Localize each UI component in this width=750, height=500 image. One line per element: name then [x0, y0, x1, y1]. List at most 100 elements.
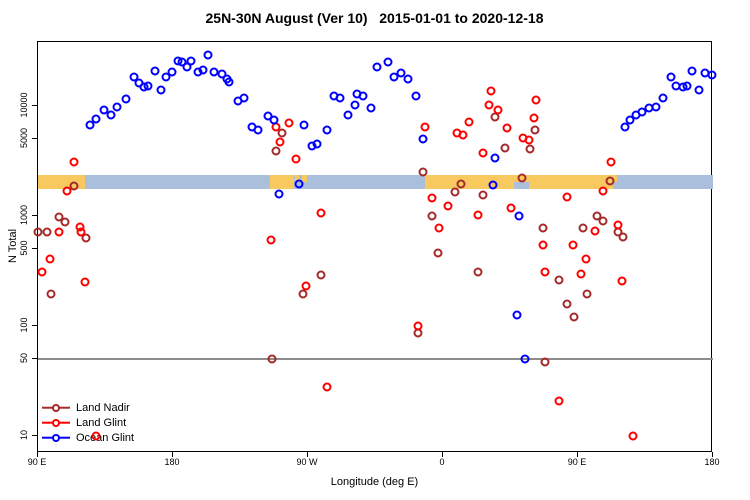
- data-point-land-nadir: [578, 223, 588, 233]
- data-point-land-glint: [538, 240, 548, 250]
- data-point-ocean-glint: [418, 134, 428, 144]
- data-point-ocean-glint: [312, 139, 322, 149]
- data-point-land-glint: [473, 210, 483, 220]
- data-point-land-nadir: [592, 211, 602, 221]
- legend-label: Land Glint: [76, 416, 127, 429]
- data-point-ocean-glint: [186, 56, 196, 66]
- data-point-ocean-glint: [167, 67, 177, 77]
- data-point-land-nadir: [450, 187, 460, 197]
- legend-label: Land Nadir: [76, 401, 130, 414]
- data-point-ocean-glint: [217, 69, 227, 79]
- band-land-segment: [269, 174, 294, 189]
- band-land-segment: [612, 174, 617, 183]
- data-point-ocean-glint: [651, 102, 661, 112]
- data-point-land-glint: [301, 281, 311, 291]
- y-axis-tick-label: 1000: [19, 204, 29, 226]
- data-point-land-nadir: [277, 128, 287, 138]
- band-land-segment: [302, 174, 307, 183]
- data-point-ocean-glint: [707, 70, 717, 80]
- data-point-ocean-glint: [620, 122, 630, 132]
- data-point-ocean-glint: [269, 115, 279, 125]
- x-axis-tick: [442, 452, 443, 457]
- y-axis-tick: [32, 325, 37, 326]
- x-axis-tick: [577, 452, 578, 457]
- data-point-land-nadir: [582, 289, 592, 299]
- data-point-land-nadir: [427, 211, 437, 221]
- data-point-ocean-glint: [372, 62, 382, 72]
- legend-item: Ocean Glint: [42, 430, 134, 445]
- x-axis-tick: [712, 452, 713, 457]
- data-point-land-glint: [568, 240, 578, 250]
- data-point-land-nadir: [500, 143, 510, 153]
- y-axis-tick-label: 10: [19, 429, 29, 441]
- data-point-ocean-glint: [490, 153, 500, 163]
- data-point-ocean-glint: [99, 105, 109, 115]
- data-point-land-glint: [443, 201, 453, 211]
- data-point-land-glint: [540, 267, 550, 277]
- data-point-land-glint: [76, 227, 86, 237]
- data-point-ocean-glint: [239, 93, 249, 103]
- data-point-land-glint: [69, 157, 79, 167]
- data-point-land-nadir: [316, 270, 326, 280]
- band-land-segment: [295, 174, 299, 183]
- data-point-land-glint: [581, 254, 591, 264]
- data-point-ocean-glint: [106, 110, 116, 120]
- data-point-land-nadir: [433, 248, 443, 258]
- data-point-ocean-glint: [512, 310, 522, 320]
- y-axis-tick-label: 500: [19, 240, 29, 256]
- data-point-ocean-glint: [177, 57, 187, 67]
- data-point-land-nadir: [605, 176, 615, 186]
- data-point-ocean-glint: [198, 65, 208, 75]
- data-point-land-glint: [464, 117, 474, 127]
- legend-marker: [42, 400, 70, 415]
- y-axis-tick-label: 50: [19, 353, 29, 364]
- data-point-land-glint: [427, 193, 437, 203]
- data-point-ocean-glint: [143, 81, 153, 91]
- data-point-land-glint: [291, 154, 301, 164]
- data-point-land-glint: [502, 123, 512, 133]
- data-point-land-nadir: [569, 312, 579, 322]
- legend-circle-swatch: [52, 403, 60, 412]
- data-point-ocean-glint: [396, 68, 406, 78]
- data-point-land-nadir: [271, 146, 281, 156]
- data-point-ocean-glint: [203, 50, 213, 60]
- data-point-land-glint: [531, 95, 541, 105]
- data-point-land-glint: [62, 186, 72, 196]
- y-axis-tick-label: 100: [19, 317, 29, 333]
- data-point-ocean-glint: [294, 179, 304, 189]
- data-point-ocean-glint: [274, 189, 284, 199]
- legend-marker: [42, 430, 70, 445]
- data-point-land-nadir: [60, 217, 70, 227]
- data-point-ocean-glint: [389, 72, 399, 82]
- data-point-ocean-glint: [520, 354, 530, 364]
- y-axis-title: N Total: [7, 228, 19, 264]
- data-point-land-nadir: [33, 227, 43, 237]
- chart-title: 25N-30N August (Ver 10) 2015-01-01 to 20…: [205, 10, 544, 26]
- x-axis-tick-label: 180: [164, 457, 180, 467]
- data-point-land-glint: [506, 203, 516, 213]
- data-point-land-nadir: [538, 223, 548, 233]
- data-point-ocean-glint: [91, 114, 101, 124]
- data-point-land-nadir: [562, 299, 572, 309]
- data-point-land-glint: [524, 135, 534, 145]
- data-point-land-nadir: [46, 289, 56, 299]
- data-point-land-glint: [275, 137, 285, 147]
- y-axis-tick: [32, 105, 37, 106]
- data-point-land-glint: [576, 269, 586, 279]
- data-point-ocean-glint: [366, 103, 376, 113]
- data-point-ocean-glint: [161, 72, 171, 82]
- data-point-land-glint: [322, 382, 332, 392]
- data-point-ocean-glint: [129, 72, 139, 82]
- data-point-ocean-glint: [625, 115, 635, 125]
- data-point-land-glint: [484, 100, 494, 110]
- plot-area: Land Nadir Land Glint Ocean Glint: [33, 41, 717, 452]
- data-point-land-glint: [486, 86, 496, 96]
- data-point-land-glint: [628, 431, 638, 441]
- x-axis-tick-label: 90 E: [27, 457, 47, 467]
- data-point-land-nadir: [298, 289, 308, 299]
- y-axis-tick: [32, 138, 37, 140]
- x-axis-tick: [307, 452, 308, 457]
- data-point-ocean-glint: [383, 57, 393, 67]
- reference-line-50: [38, 358, 713, 361]
- data-point-ocean-glint: [694, 85, 704, 95]
